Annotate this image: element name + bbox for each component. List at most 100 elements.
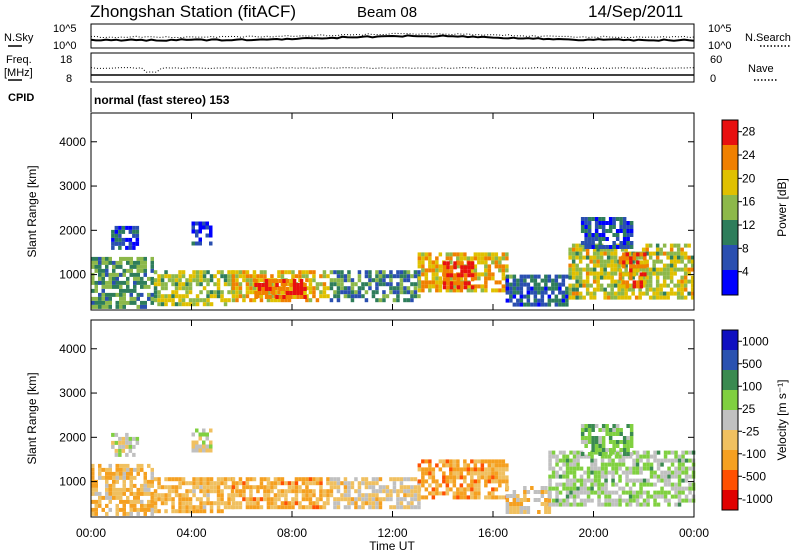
data-cell	[431, 491, 436, 496]
data-cell	[639, 458, 643, 463]
data-cell	[198, 229, 202, 234]
data-cell	[257, 287, 262, 291]
colorbar-swatch	[722, 350, 738, 370]
data-cell	[601, 440, 606, 444]
data-cell	[312, 290, 316, 295]
data-cell	[505, 290, 510, 295]
data-cell	[263, 477, 267, 482]
data-cell	[565, 286, 569, 291]
data-cell	[361, 481, 365, 486]
power-colorbar-swatches	[722, 120, 738, 295]
data-cell	[375, 286, 379, 291]
data-cell	[613, 283, 618, 288]
data-cell	[438, 491, 443, 496]
data-cell	[129, 479, 133, 484]
data-cell	[446, 265, 450, 270]
data-cell	[590, 478, 594, 483]
data-cell	[153, 286, 158, 291]
data-cell	[205, 448, 209, 453]
data-cell	[618, 478, 622, 483]
data-cell	[231, 270, 236, 275]
data-cell	[526, 510, 531, 514]
data-cell	[160, 493, 165, 498]
data-cell	[273, 290, 278, 295]
data-cell	[626, 229, 630, 233]
data-cell	[643, 252, 647, 257]
data-cell	[484, 264, 488, 269]
data-cell	[587, 217, 592, 221]
data-cell	[459, 491, 464, 496]
data-cell	[280, 501, 285, 506]
data-cell	[599, 267, 604, 272]
data-cell	[192, 485, 196, 490]
data-cell	[470, 479, 474, 484]
data-cell	[122, 479, 126, 484]
data-cell	[399, 278, 404, 283]
data-cell	[108, 495, 112, 500]
data-cell	[133, 284, 137, 289]
data-cell	[278, 279, 283, 283]
data-cell	[410, 294, 414, 299]
data-cell	[612, 241, 616, 245]
data-cell	[301, 497, 306, 502]
data-cell	[585, 287, 590, 292]
data-cell	[684, 450, 689, 455]
data-cell	[606, 255, 611, 260]
data-cell	[548, 490, 552, 495]
data-cell	[140, 264, 144, 269]
data-cell	[202, 477, 207, 482]
data-cell	[178, 509, 182, 514]
data-cell	[648, 251, 653, 256]
data-cell	[119, 292, 123, 297]
data-cell	[209, 481, 214, 486]
data-cell	[449, 467, 453, 472]
data-cell	[368, 270, 372, 275]
data-cell	[305, 270, 309, 275]
data-cell	[618, 498, 622, 503]
data-cell	[421, 256, 425, 261]
data-cell	[684, 494, 689, 499]
data-cell	[667, 470, 671, 475]
data-cell	[625, 454, 629, 459]
data-cell	[213, 294, 217, 299]
data-cell	[649, 494, 654, 499]
data-cell	[601, 217, 606, 221]
data-cell	[340, 270, 344, 275]
data-cell	[562, 458, 566, 463]
data-cell	[487, 276, 492, 281]
data-cell	[608, 245, 613, 249]
velocity-colorbar-label: Velocity [m s⁻¹]	[775, 379, 789, 460]
data-cell	[487, 495, 492, 500]
data-cell	[105, 292, 109, 297]
data-cell	[561, 274, 566, 279]
data-cell	[480, 475, 485, 480]
data-cell	[680, 287, 684, 292]
data-cell	[473, 483, 478, 488]
data-cell	[235, 493, 239, 498]
data-cell	[410, 290, 414, 295]
data-cell	[143, 471, 147, 476]
data-cell	[680, 255, 684, 260]
data-cell	[298, 485, 302, 490]
data-cell	[606, 271, 611, 276]
data-cell	[466, 256, 471, 261]
data-cell	[417, 487, 422, 492]
data-cell	[594, 448, 599, 452]
data-cell	[185, 302, 189, 307]
data-cell	[223, 298, 228, 303]
data-cell	[516, 494, 520, 498]
data-cell	[315, 477, 320, 482]
data-cell	[389, 274, 393, 279]
data-cell	[463, 281, 468, 286]
data-cell	[202, 444, 206, 449]
data-cell	[565, 466, 570, 471]
data-cell	[181, 270, 186, 275]
data-cell	[361, 493, 365, 498]
data-cell	[280, 489, 285, 494]
data-cell	[631, 275, 635, 280]
data-cell	[368, 485, 372, 490]
data-cell	[94, 256, 98, 261]
data-cell	[101, 268, 105, 273]
data-cell	[153, 477, 158, 482]
